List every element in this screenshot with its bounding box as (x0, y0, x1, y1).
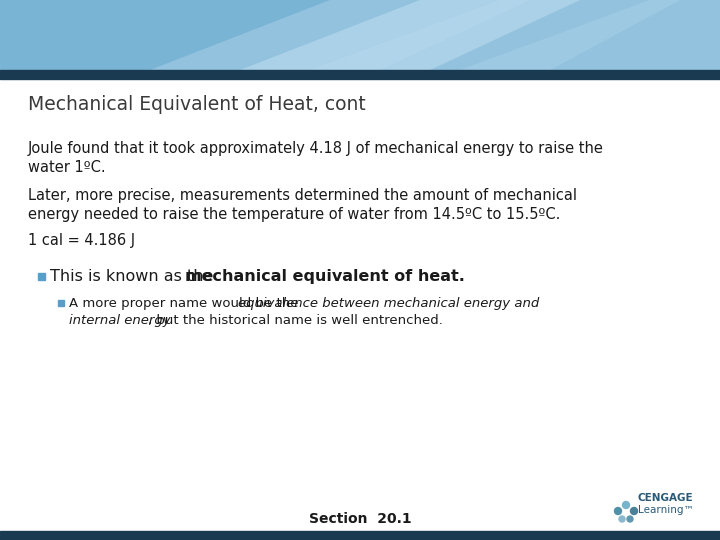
Bar (58, 300, 64, 306)
Polygon shape (460, 0, 720, 70)
Text: energy needed to raise the temperature of water from 14.5ºC to 15.5ºC.: energy needed to raise the temperature o… (28, 207, 560, 222)
Text: A more proper name would be the: A more proper name would be the (69, 297, 302, 310)
Circle shape (627, 516, 633, 522)
Text: This is known as the: This is known as the (50, 269, 218, 284)
Circle shape (631, 508, 637, 515)
Text: CENGAGE: CENGAGE (638, 493, 693, 503)
Text: Mechanical Equivalent of Heat, cont: Mechanical Equivalent of Heat, cont (28, 95, 366, 114)
Polygon shape (310, 0, 680, 70)
Circle shape (614, 508, 621, 515)
Text: equivalence between mechanical energy and: equivalence between mechanical energy an… (238, 297, 539, 310)
Text: Joule found that it took approximately 4.18 J of mechanical energy to raise the: Joule found that it took approximately 4… (28, 141, 604, 156)
Bar (38, 273, 45, 280)
Text: water 1ºC.: water 1ºC. (28, 160, 106, 175)
Text: Learning™: Learning™ (638, 505, 694, 515)
Text: , but the historical name is well entrenched.: , but the historical name is well entren… (148, 314, 444, 327)
Text: internal energy: internal energy (69, 314, 171, 327)
Text: Section  20.1: Section 20.1 (309, 512, 411, 526)
Circle shape (623, 502, 629, 509)
Text: Later, more precise, measurements determined the amount of mechanical: Later, more precise, measurements determ… (28, 188, 577, 203)
Text: mechanical equivalent of heat.: mechanical equivalent of heat. (185, 269, 464, 284)
Polygon shape (150, 0, 530, 70)
Bar (0, 531, 720, 540)
Circle shape (619, 516, 625, 522)
Bar (0, 0, 720, 70)
Bar (0, 70, 720, 79)
Text: 1 cal = 4.186 J: 1 cal = 4.186 J (28, 233, 135, 248)
Polygon shape (240, 0, 580, 70)
